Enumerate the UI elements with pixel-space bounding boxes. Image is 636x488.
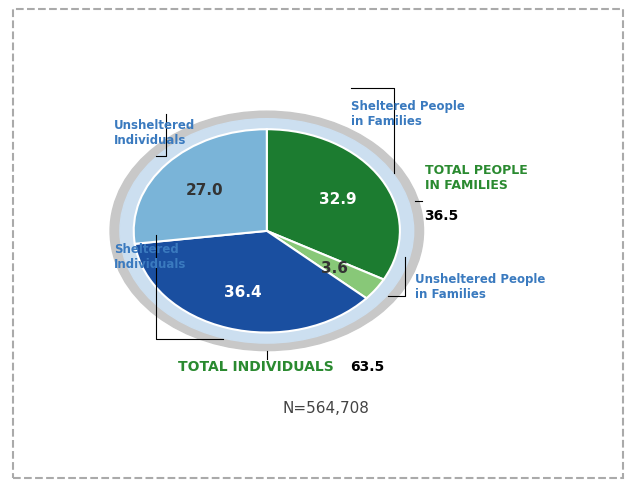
Wedge shape xyxy=(267,231,384,299)
Text: Unsheltered
Individuals: Unsheltered Individuals xyxy=(114,119,195,146)
Text: 27.0: 27.0 xyxy=(186,183,224,197)
Text: 36.4: 36.4 xyxy=(224,284,261,299)
Text: Sheltered People
in Families: Sheltered People in Families xyxy=(350,100,464,128)
Circle shape xyxy=(120,120,413,344)
Wedge shape xyxy=(134,130,267,244)
Text: 36.5: 36.5 xyxy=(425,209,459,223)
Text: TOTAL INDIVIDUALS: TOTAL INDIVIDUALS xyxy=(178,360,339,374)
Text: 3.6: 3.6 xyxy=(321,260,348,275)
Text: Sheltered
Individuals: Sheltered Individuals xyxy=(114,243,186,271)
Text: 63.5: 63.5 xyxy=(350,360,385,374)
Wedge shape xyxy=(267,130,400,280)
Circle shape xyxy=(110,112,424,351)
Text: N=564,708: N=564,708 xyxy=(282,401,370,415)
Text: TOTAL PEOPLE
IN FAMILIES: TOTAL PEOPLE IN FAMILIES xyxy=(425,164,527,192)
Text: Unsheltered People
in Families: Unsheltered People in Families xyxy=(415,273,545,301)
Wedge shape xyxy=(135,231,366,333)
Text: 32.9: 32.9 xyxy=(319,192,357,207)
